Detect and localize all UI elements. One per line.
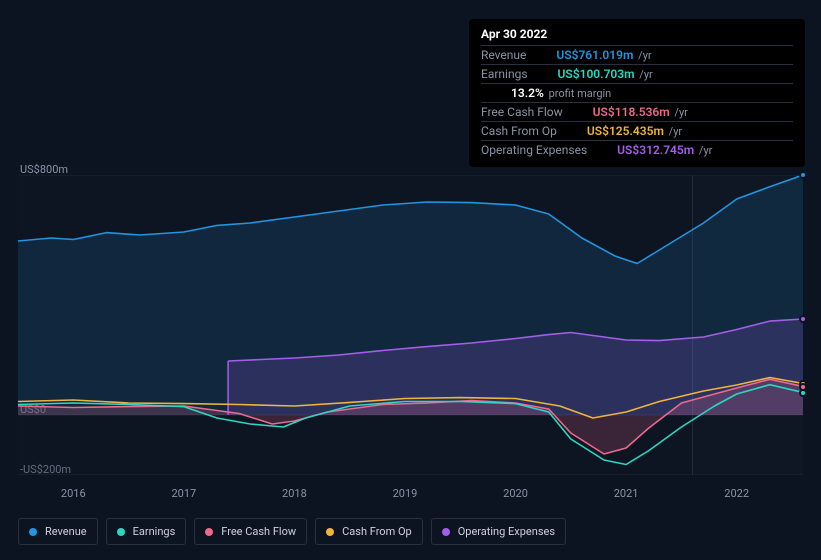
tooltip-label: Cash From Op [481,124,557,138]
tooltip-row: Free Cash FlowUS$118.536m /yr [481,102,793,121]
legend-item[interactable]: Free Cash Flow [194,518,307,545]
tooltip-row: 13.2% profit margin [481,83,793,102]
legend-item[interactable]: Cash From Op [315,518,423,545]
x-axis-label: 2022 [724,487,749,500]
legend-dot-icon [442,528,450,536]
tooltip-row: Operating ExpensesUS$312.745m /yr [481,140,793,159]
tooltip-label: Operating Expenses [481,143,587,157]
legend-label: Revenue [45,525,87,538]
tooltip-date: Apr 30 2022 [481,27,793,45]
legend-dot-icon [326,528,334,536]
chart-plot-area[interactable] [18,175,803,475]
tooltip-value: US$312.745m /yr [587,143,793,157]
tooltip-value: US$761.019m /yr [526,48,793,62]
data-tooltip: Apr 30 2022 RevenueUS$761.019m /yrEarnin… [469,19,805,167]
tooltip-label: Free Cash Flow [481,105,563,119]
x-axis-label: 2017 [171,487,196,500]
x-axis-label: 2021 [614,487,639,500]
x-axis-label: 2016 [61,487,86,500]
chart-svg [18,175,803,475]
series-marker [799,315,807,323]
tooltip-value: 13.2% profit margin [481,86,793,100]
tooltip-row: EarningsUS$100.703m /yr [481,64,793,83]
series-marker [799,171,807,179]
x-axis-label: 2019 [393,487,418,500]
tooltip-row: Cash From OpUS$125.435m /yr [481,121,793,140]
legend-label: Operating Expenses [458,525,555,538]
legend-bar: Revenue Earnings Free Cash Flow Cash From O… [18,518,566,545]
tooltip-rows: RevenueUS$761.019m /yrEarningsUS$100.703… [481,45,793,159]
tooltip-value: US$125.435m /yr [557,124,793,138]
tooltip-label: Earnings [481,67,528,81]
series-marker [799,389,807,397]
financial-chart: Apr 30 2022 RevenueUS$761.019m /yrEarnin… [0,0,821,560]
legend-item[interactable]: Revenue [18,518,98,545]
legend-label: Cash From Op [342,525,412,538]
legend-label: Free Cash Flow [221,525,296,538]
legend-item[interactable]: Earnings [106,518,187,545]
tooltip-row: RevenueUS$761.019m /yr [481,45,793,64]
legend-dot-icon [117,528,125,536]
tooltip-value: US$100.703m /yr [528,67,793,81]
legend-label: Earnings [133,525,176,538]
tooltip-value: US$118.536m /yr [563,105,793,119]
x-axis-label: 2020 [503,487,528,500]
x-axis-label: 2018 [282,487,307,500]
tooltip-label: Revenue [481,48,526,62]
legend-dot-icon [205,528,213,536]
legend-dot-icon [29,528,37,536]
legend-item[interactable]: Operating Expenses [431,518,566,545]
